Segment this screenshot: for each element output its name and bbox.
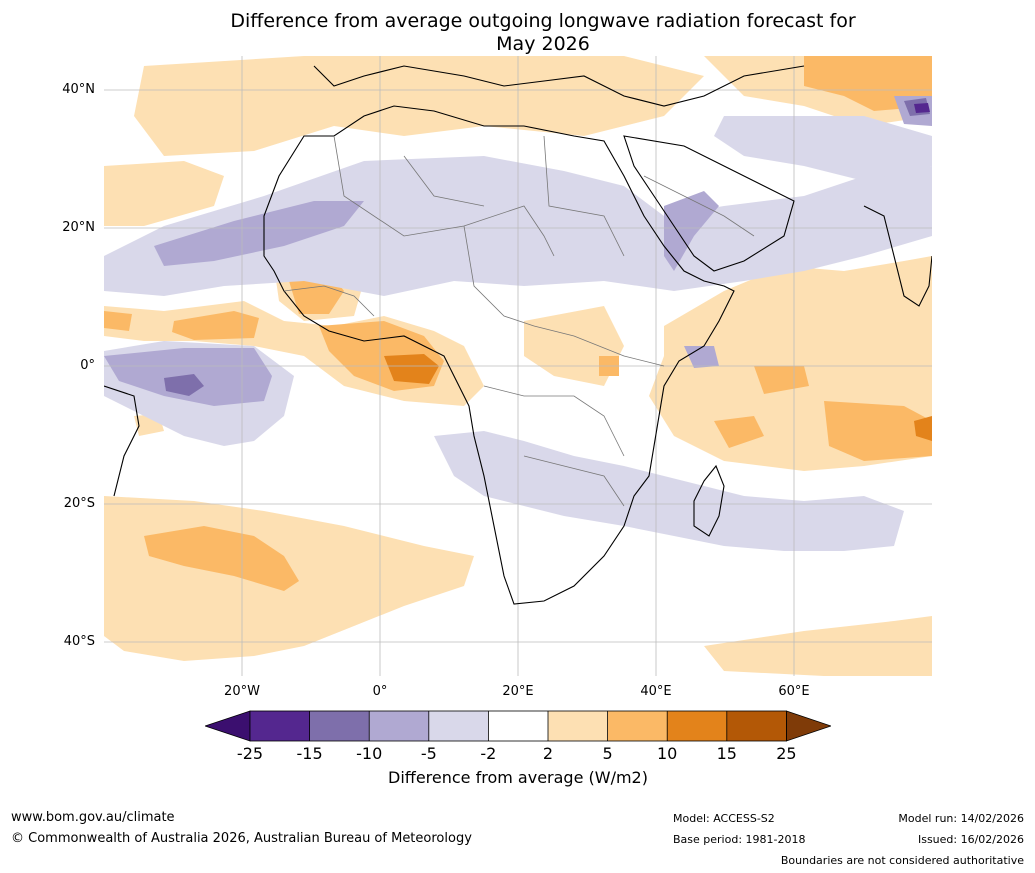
colorbar-bin-2 xyxy=(309,711,370,741)
lon-label-60e: 60°E xyxy=(778,684,810,699)
footer-model: Model: ACCESS-S2 xyxy=(673,812,775,825)
footer-website[interactable]: www.bom.gov.au/climate xyxy=(11,810,175,825)
colorbar-bin-1 xyxy=(250,711,310,741)
lat-label-20s: 20°S xyxy=(63,496,95,511)
colorbar-tick: 15 xyxy=(716,744,737,763)
colorbar-bin-4 xyxy=(428,711,489,741)
footer-base-period: Base period: 1981-2018 xyxy=(673,833,806,846)
title-line-2: May 2026 xyxy=(496,33,590,55)
anomaly-dark-orange xyxy=(384,354,932,441)
footer-disclaimer: Boundaries are not considered authoritat… xyxy=(780,854,1024,867)
lat-label-40s: 40°S xyxy=(63,634,95,649)
title-line-1: Difference from average outgoing longwav… xyxy=(230,10,856,32)
colorbar xyxy=(205,710,831,742)
colorbar-bin-7 xyxy=(607,711,668,741)
colorbar-tick: 2 xyxy=(542,744,554,763)
lon-label-0: 0° xyxy=(372,684,388,699)
olr-anomaly-map xyxy=(104,56,932,676)
map-title: Difference from average outgoing longwav… xyxy=(150,10,936,56)
colorbar-tick: -15 xyxy=(296,744,323,763)
lon-label-20e: 20°E xyxy=(502,684,534,699)
colorbar-extend-high xyxy=(786,710,831,742)
colorbar-bin-6 xyxy=(548,711,608,741)
lat-label-20n: 20°N xyxy=(62,220,95,235)
colorbar-tick: 5 xyxy=(602,744,613,763)
colorbar-tick: 10 xyxy=(657,744,678,763)
colorbar-bin-9 xyxy=(726,711,787,741)
colorbar-tick: -5 xyxy=(420,744,437,763)
country-borders xyxy=(283,135,755,507)
colorbar-tick: 25 xyxy=(776,744,797,763)
colorbar-tick: -2 xyxy=(480,744,497,763)
colorbar-label: Difference from average (W/m2) xyxy=(388,768,648,787)
coastlines xyxy=(104,65,932,605)
footer-issued: Issued: 16/02/2026 xyxy=(917,833,1024,846)
colorbar-tick: -25 xyxy=(236,744,264,763)
anomaly-deep-purple xyxy=(914,103,930,113)
colorbar-bin-8 xyxy=(667,711,727,741)
colorbar-extend-low xyxy=(205,710,251,742)
footer-copyright: © Commonwealth of Australia 2026, Austra… xyxy=(11,831,472,846)
colorbar-bin-5 xyxy=(488,711,548,741)
lon-label-40e: 40°E xyxy=(640,684,672,699)
colorbar-bin-3 xyxy=(369,711,429,741)
lat-label-0: 0° xyxy=(80,358,95,373)
lon-label-20w: 20°W xyxy=(224,684,260,699)
colorbar-tick: -10 xyxy=(356,744,383,763)
lat-label-40n: 40°N xyxy=(62,82,95,97)
graticule xyxy=(104,56,932,676)
footer-model-run: Model run: 14/02/2026 xyxy=(898,812,1024,825)
